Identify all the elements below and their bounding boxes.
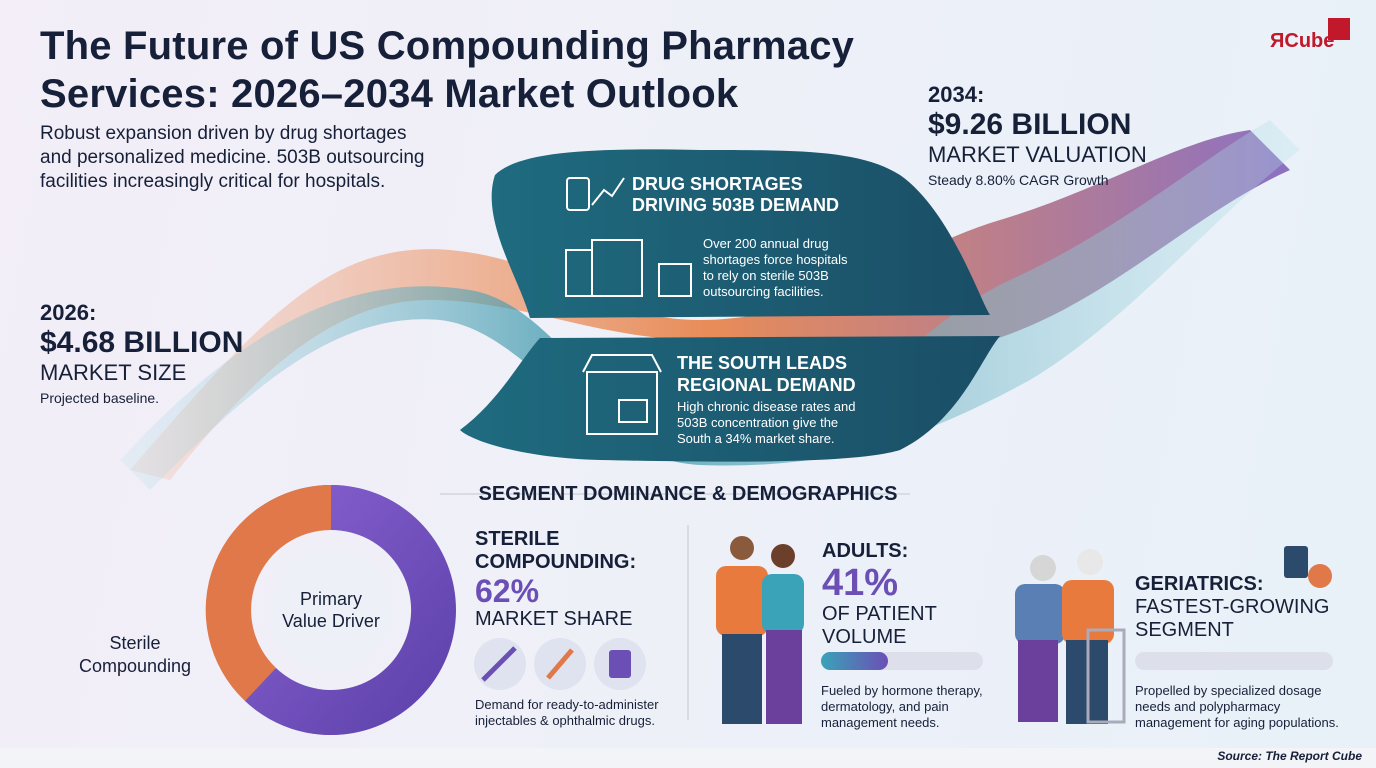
- start-label: MARKET SIZE: [40, 360, 187, 385]
- text-line: dermatology, and pain: [821, 699, 949, 714]
- segment-note: Propelled by specialized dosage needs and…: [1135, 683, 1339, 731]
- text-line: shortages force hospitals: [703, 252, 848, 267]
- text-line: Services: 2026–2034 Market Outlook: [40, 72, 739, 116]
- segment-heading: ADULTS:: [822, 540, 937, 563]
- text-line: facilities increasingly critical for hos…: [40, 171, 386, 192]
- start-note: Projected baseline.: [40, 390, 160, 406]
- text-line: ADULTS:: [822, 540, 909, 562]
- text-line: South a 34% market share.: [677, 431, 835, 446]
- card-title: THE SOUTH LEADS REGIONAL DEMAND: [677, 352, 856, 396]
- card-body: Over 200 annual drug shortages force hosp…: [703, 236, 848, 300]
- people: [716, 536, 1332, 724]
- text-line: The Future of US Compounding Pharmacy: [40, 24, 855, 68]
- text-line: COMPOUNDING:: [475, 551, 637, 573]
- text-line: Value Driver: [282, 611, 380, 631]
- end-value: $9.26 BILLION: [928, 108, 1132, 141]
- text-line: Robust expansion driven by drug shortage…: [40, 123, 407, 144]
- segment-stat: 62%: [475, 573, 540, 609]
- source: Source: The Report Cube: [1217, 749, 1362, 763]
- text-line: outsourcing facilities.: [703, 284, 824, 299]
- segment: GERIATRICS: FASTEST-GROWING SEGMENT: [1135, 573, 1329, 642]
- text-line: Over 200 annual drug: [703, 236, 829, 251]
- card-title: DRUG SHORTAGES DRIVING 503B DEMAND: [632, 174, 839, 216]
- segment-note: Demand for ready-to-administer injectable…: [475, 697, 659, 729]
- section-heading: SEGMENT DOMINANCE & DEMOGRAPHICS: [478, 483, 898, 505]
- text-line: management for aging populations.: [1135, 715, 1339, 730]
- logo: ЯCube: [1270, 30, 1335, 52]
- icons: [565, 177, 692, 435]
- text-line: Fueled by hormone therapy,: [821, 683, 983, 698]
- segment-heading: STERILE COMPOUNDING:: [475, 528, 636, 574]
- text-line: REGIONAL DEMAND: [677, 375, 856, 395]
- donut: [205, 484, 456, 735]
- text-line: High chronic disease rates and: [677, 399, 856, 414]
- segment-icons: [474, 638, 646, 690]
- text-line: Primary: [300, 589, 362, 609]
- text-line: DRIVING 503B DEMAND: [632, 195, 840, 215]
- segment-note: Fueled by hormone therapy, dermatology, a…: [821, 683, 983, 731]
- segment-label: SEGMENT: [1135, 619, 1234, 641]
- subtitle: Robust expansion driven by drug shortage…: [40, 122, 424, 194]
- text-line: needs and polypharmacy: [1135, 699, 1281, 714]
- segment-label: MARKET SHARE: [475, 608, 633, 630]
- segment-stat: 41%: [822, 562, 899, 604]
- ribbons: [120, 120, 1300, 490]
- segment-label: VOLUME: [822, 626, 907, 648]
- end-block: 2034: $9.26 BILLION MARKET VALUATION Ste…: [928, 82, 1147, 188]
- card-body: High chronic disease rates and 503B conce…: [677, 399, 856, 447]
- start-block: 2026: $4.68 BILLION MARKET SIZE Projecte…: [40, 300, 243, 406]
- text-line: 503B concentration give the: [677, 415, 839, 430]
- text-line: STERILE: [475, 528, 560, 550]
- start-value: $4.68 BILLION: [40, 326, 244, 359]
- segment: ADULTS: 41% OF PATIENT VOLUME: [822, 540, 937, 649]
- text-line: GERIATRICS:: [1135, 573, 1264, 595]
- text-line: and personalized medicine. 503B outsourc…: [40, 147, 425, 168]
- donut-center: Primary Value Driver: [269, 588, 393, 632]
- donut-label: Sterile Compounding: [60, 632, 210, 678]
- text-line: to rely on sterile 503B: [703, 268, 829, 283]
- end-note: Steady 8.80% CAGR Growth: [928, 172, 1109, 188]
- text-line: Compounding: [78, 656, 192, 676]
- logo-cube: [1328, 18, 1350, 40]
- title: The Future of US Compounding Pharmacy Ser…: [40, 22, 854, 118]
- footer-strip: [0, 748, 1376, 768]
- text-line: THE SOUTH LEADS: [677, 353, 848, 373]
- start-year: 2026:: [40, 300, 97, 325]
- text-line: Demand for ready-to-administer: [475, 697, 659, 712]
- text-line: Sterile: [109, 633, 161, 653]
- text-line: management needs.: [821, 715, 940, 730]
- segment: STERILE COMPOUNDING: 62% MARKET SHARE: [475, 528, 636, 631]
- end-label: MARKET VALUATION: [928, 142, 1147, 167]
- segment-heading: GERIATRICS:: [1135, 573, 1329, 596]
- progress-bars: [821, 652, 1333, 670]
- text-line: injectables & ophthalmic drugs.: [475, 713, 655, 728]
- text-line: Propelled by specialized dosage: [1135, 683, 1322, 698]
- text-line: DRUG SHORTAGES: [632, 174, 803, 194]
- segment-label: FASTEST-GROWING: [1135, 596, 1330, 618]
- end-year: 2034:: [928, 82, 985, 107]
- segment-label: OF PATIENT: [822, 603, 937, 625]
